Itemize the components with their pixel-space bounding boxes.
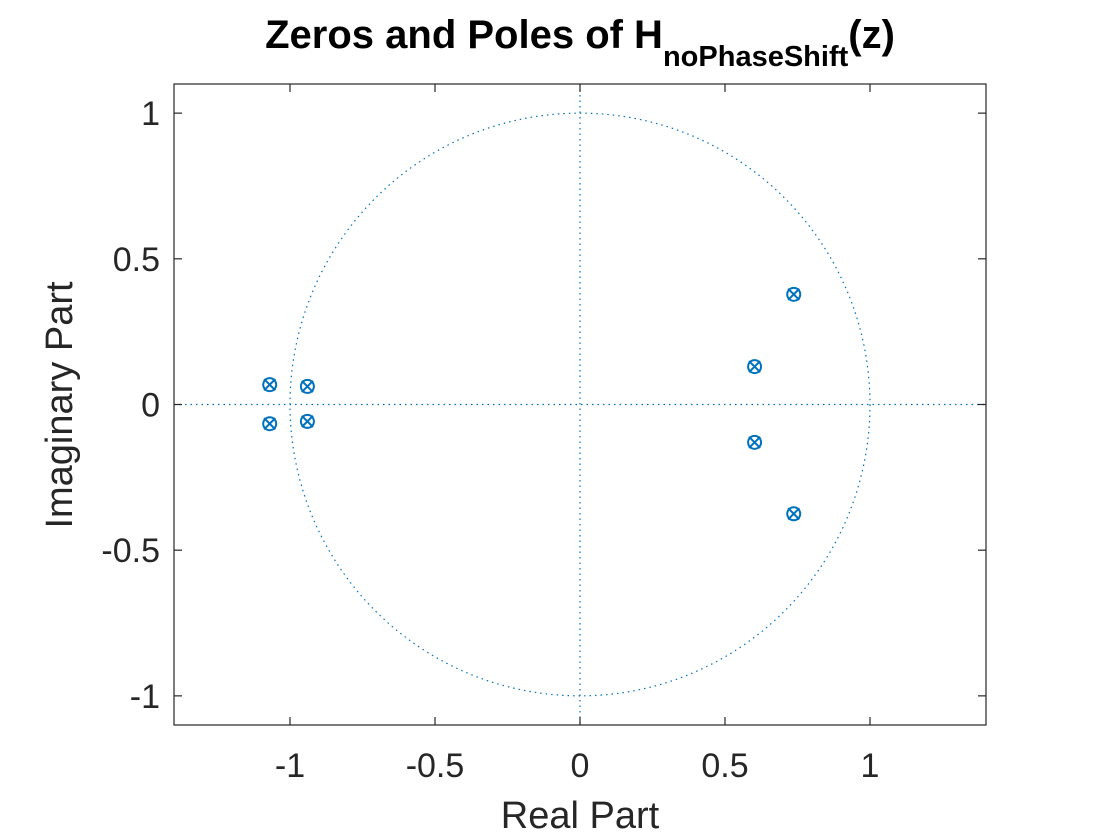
zero-marker [747, 434, 763, 450]
pole-marker [301, 380, 314, 393]
pole-marker [301, 415, 314, 428]
zero-marker [299, 413, 315, 429]
pole-marker [787, 288, 801, 301]
y-tick-label: -0.5 [101, 532, 160, 570]
zero-marker [262, 377, 278, 393]
zero-marker [747, 359, 763, 375]
tick-labels: -1 -0.5 0 0.5 1 -1 -0.5 0 0.5 1 [101, 95, 879, 785]
y-axis-label: Imaginary Part [39, 281, 81, 529]
zero-marker [786, 506, 802, 522]
pole-marker [787, 507, 801, 521]
y-tick-label: 0 [141, 387, 160, 425]
x-tick-label: 0 [571, 747, 590, 785]
chart-title-suffix: (z) [848, 13, 895, 57]
plot-area [173, 83, 987, 726]
x-tick-label: 1 [861, 747, 880, 785]
ticks [174, 84, 986, 725]
pole-marker [748, 360, 761, 373]
reference-lines [174, 84, 986, 725]
markers [262, 286, 802, 522]
zero-marker [299, 378, 315, 394]
y-tick-label: 0.5 [113, 241, 160, 279]
pole-marker [263, 378, 277, 391]
zero-marker [262, 416, 278, 432]
x-tick-label: 0.5 [701, 747, 748, 785]
chart-title-subscript: noPhaseShift [663, 41, 849, 73]
x-tick-label: -1 [275, 747, 305, 785]
y-tick-label: 1 [141, 95, 160, 133]
pole-marker [263, 417, 277, 431]
zero-marker [786, 286, 802, 302]
x-axis-label: Real Part [501, 795, 660, 837]
y-tick-label: -1 [130, 678, 160, 716]
unit-circle [289, 112, 871, 697]
pole-marker [748, 436, 761, 449]
chart-title-main: Zeros and Poles of H [265, 13, 663, 57]
x-tick-label: -0.5 [406, 747, 465, 785]
chart-title: Zeros and Poles of HnoPhaseShift(z) [265, 13, 895, 73]
